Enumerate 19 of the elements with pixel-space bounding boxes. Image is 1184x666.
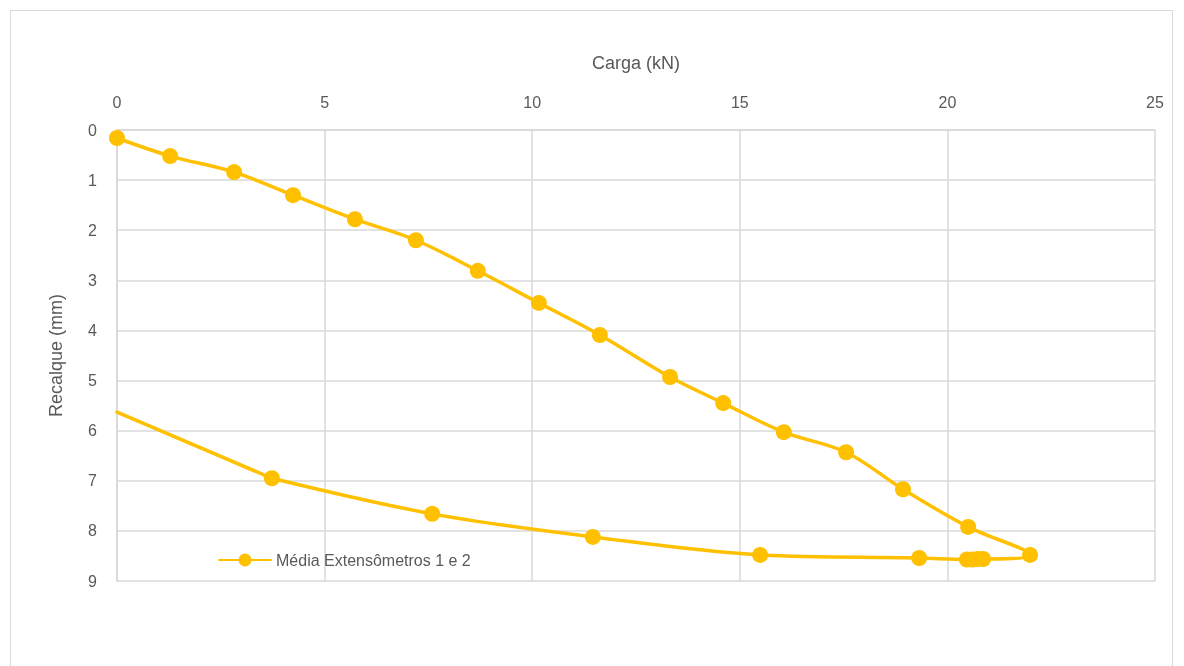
y-tick-label: 8 — [88, 522, 98, 540]
y-tick-label: 3 — [88, 271, 98, 289]
y-tick-label: 1 — [88, 171, 98, 189]
x-axis-title: Carga (kN) — [591, 53, 681, 73]
x-tick-label: 5 — [320, 93, 330, 111]
x-tick-label: 0 — [112, 93, 122, 111]
y-axis-title: Recalque (mm) — [46, 293, 66, 418]
legend-label: Média Extensômetros 1 e 2 — [276, 551, 471, 569]
y-tick-label: 0 — [88, 121, 98, 139]
y-tick-label: 4 — [88, 321, 98, 339]
y-tick-label: 7 — [88, 472, 98, 490]
y-tick-label: 2 — [88, 221, 98, 239]
x-tick-label: 10 — [523, 93, 542, 111]
y-tick-label: 9 — [88, 572, 98, 590]
x-tick-label: 25 — [1146, 93, 1164, 111]
y-tick-label: 6 — [88, 422, 98, 440]
x-tick-label: 15 — [730, 93, 749, 111]
x-tick-label: 20 — [938, 93, 957, 111]
y-tick-label: 5 — [88, 372, 98, 390]
